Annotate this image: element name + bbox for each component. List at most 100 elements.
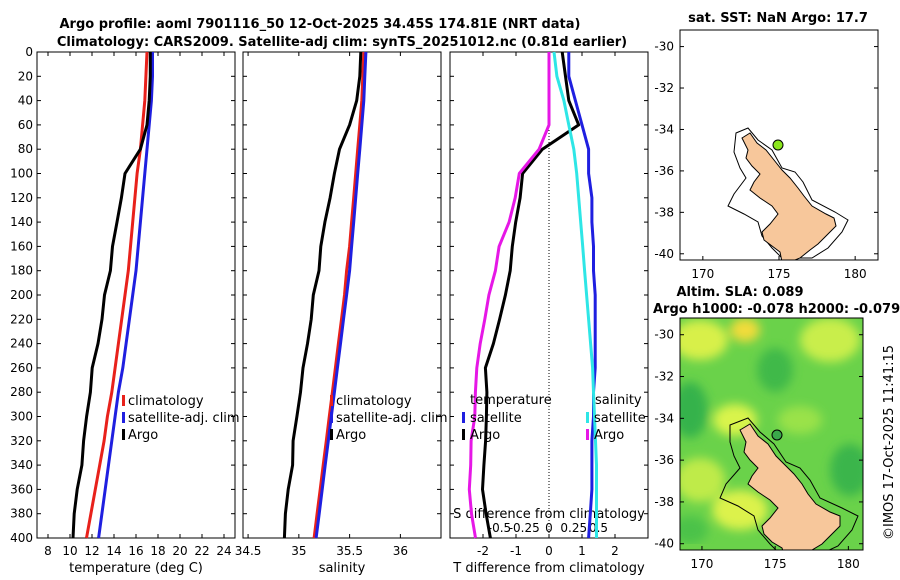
sla-argo-position [771, 429, 783, 441]
y-tick-label: 220 [10, 312, 33, 326]
title-line-2: Climatology: CARS2009. Satellite-adj cli… [57, 35, 627, 50]
plot-area-temperature [36, 51, 236, 539]
salinity-diff-axis-label: S difference from climatology [453, 507, 645, 522]
legend-swatch-argo [122, 429, 125, 440]
series-line-sal_argo [467, 52, 551, 539]
y-tick-label: 320 [10, 434, 33, 448]
series-line-climatology [312, 51, 366, 539]
y-tick-label: 160 [10, 239, 33, 253]
sst-shelf-outline [727, 127, 849, 259]
legend-label-temp_satellite: satellite [470, 411, 522, 426]
sst-land [741, 132, 837, 260]
y-tick-label: 280 [10, 385, 33, 399]
sst-map-axes: 170 175 180 -30 -32 -34 -36 -38 -40 [654, 40, 878, 281]
map-x-tick-label: 175 [768, 267, 791, 281]
legend-label-temp_argo: Argo [470, 428, 500, 443]
y-tick-label: 60 [18, 118, 33, 132]
y-tick-label: 40 [18, 94, 33, 108]
x-tick-label: 18 [150, 544, 165, 558]
y-tick-label: 80 [18, 142, 33, 156]
map-y-tick-label: -30 [654, 40, 674, 54]
map-y-tick-label: -34 [654, 411, 674, 425]
salinity-diff-tick-label: 0.5 [589, 521, 608, 535]
y-tick-label: 340 [10, 458, 33, 472]
x-tick-label: 36 [393, 544, 408, 558]
map-y-tick-label: -40 [654, 537, 674, 551]
map-x-tick-label: 175 [764, 557, 787, 571]
series-line-argo [282, 51, 363, 539]
legend-label-satellite: satellite-adj. clim [336, 411, 448, 426]
salinity-diff-tick-label: 0 [545, 521, 553, 535]
y-tick-label: 100 [10, 167, 33, 181]
sst-map-panel: sat. SST: NaN Argo: 17.7 170 175 180 -30 -32… [654, 11, 879, 281]
x-tick-label: 35 [291, 544, 306, 558]
sst-map-title: sat. SST: NaN Argo: 17.7 [688, 11, 868, 26]
x-tick-label: 14 [106, 544, 121, 558]
y-tick-label: 180 [10, 264, 33, 278]
sst-argo-position [772, 139, 784, 151]
map-y-tick-label: -40 [654, 247, 674, 261]
y-tick-label: 360 [10, 482, 33, 496]
x-tick-label: 20 [172, 544, 187, 558]
y-tick-label: 400 [10, 531, 33, 545]
legend-swatch-satellite [330, 412, 333, 423]
x-tick-label: 1 [578, 544, 586, 558]
legend-swatch-climatology [122, 395, 125, 406]
x-tick-label: 8 [44, 544, 52, 558]
x-tick-label: 35.5 [336, 544, 363, 558]
x-axis-label: T difference from climatology [452, 561, 645, 576]
x-tick-label: 34.5 [235, 544, 262, 558]
map-y-tick-label: -34 [654, 122, 674, 136]
x-tick-label: 2 [611, 544, 619, 558]
map-y-tick-label: -32 [654, 81, 674, 95]
legend-swatch-sal_satellite [586, 412, 589, 423]
sla-map-title-2: Argo h1000: -0.078 h2000: -0.079 [653, 302, 900, 317]
series-line-satellite [97, 52, 154, 539]
y-tick-label: 380 [10, 507, 33, 521]
salinity-panel: 34.5 35 35.5 36 salinity climatology satellite… [235, 51, 448, 576]
map-y-tick-label: -32 [654, 370, 674, 384]
legend-swatch-sal_argo [586, 429, 589, 440]
temperature-panel: 0 20 40 60 80 100 120 140 160 180 200 220 240 260 280 3… [10, 45, 240, 576]
sla-map-frame [679, 317, 864, 551]
x-tick-label: 0 [545, 544, 553, 558]
series-line-argo [71, 52, 152, 539]
salinity-diff-tick-label: -0.5 [488, 521, 511, 535]
legend-swatch-climatology [330, 395, 333, 406]
legend-swatch-temp_satellite [462, 412, 465, 423]
legend-label-satellite: satellite-adj. clim [128, 411, 240, 426]
map-x-tick-label: 180 [844, 267, 867, 281]
y-tick-label: 200 [10, 288, 33, 302]
legend-swatch-satellite [122, 412, 125, 423]
map-y-tick-label: -36 [654, 164, 674, 178]
legend-label-climatology: climatology [336, 394, 412, 409]
x-tick-label: 22 [194, 544, 209, 558]
series-line-climatology [85, 51, 149, 539]
map-x-tick-label: 180 [837, 557, 860, 571]
y-tick-label: 20 [18, 69, 33, 83]
imos-watermark: ©IMOS 17-Oct-2025 11:41:15 [882, 345, 897, 540]
map-x-tick-label: 170 [691, 557, 714, 571]
salinity-diff-tick-label: -0.25 [509, 521, 540, 535]
y-tick-label: 120 [10, 191, 33, 205]
x-tick-label: 12 [84, 544, 99, 558]
legend-title-temperature: temperature [470, 393, 552, 408]
x-axis-label: temperature (deg C) [69, 561, 203, 576]
series-line-temp_satellite [567, 52, 597, 539]
sla-map-axes: 170 175 180 -30 -32 -34 -36 -38 -40 [654, 328, 863, 571]
legend-label-sal_satellite: satellite [594, 411, 646, 426]
legend-title-salinity: salinity [595, 393, 642, 408]
sla-land [739, 423, 841, 550]
title-line-1: Argo profile: aoml 7901116_50 12-Oct-202… [60, 17, 581, 32]
legend-label-argo: Argo [128, 428, 158, 443]
y-tick-label: 260 [10, 361, 33, 375]
series-line-satellite [314, 51, 368, 539]
legend-swatch-argo [330, 429, 333, 440]
salinity-diff-tick-label: 0.25 [560, 521, 587, 535]
x-tick-label: 24 [216, 544, 231, 558]
y-tick-label: 300 [10, 410, 33, 424]
sla-map-title: Altim. SLA: 0.089 [677, 285, 804, 300]
map-y-tick-label: -38 [654, 495, 674, 509]
legend-label-climatology: climatology [128, 394, 204, 409]
x-tick-label: -1 [510, 544, 522, 558]
